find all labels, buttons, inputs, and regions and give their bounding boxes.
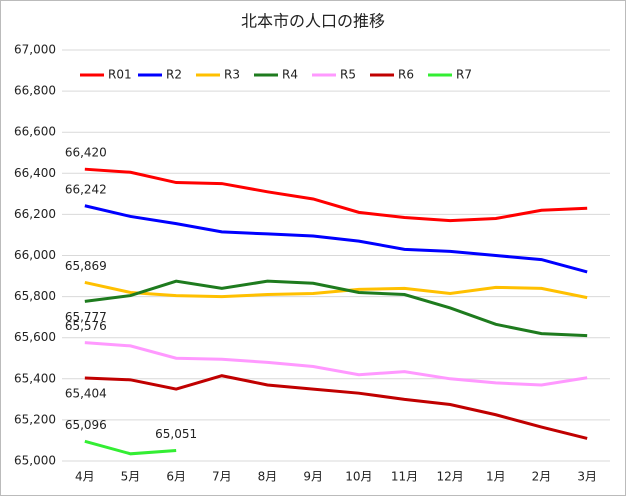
y-tick-label: 66,200	[14, 207, 56, 221]
series-line	[84, 439, 177, 456]
data-label: 65,051	[155, 427, 197, 441]
x-tick-label: 3月	[577, 470, 597, 484]
y-tick-label: 65,200	[14, 412, 56, 426]
x-tick-label: 9月	[303, 470, 323, 484]
legend-label: R01	[108, 68, 132, 82]
data-label: 65,096	[65, 418, 107, 432]
legend-label: R2	[166, 68, 182, 82]
x-tick-label: 8月	[258, 470, 278, 484]
y-tick-label: 66,000	[14, 248, 56, 262]
x-tick-label: 5月	[121, 470, 141, 484]
x-tick-label: 4月	[75, 470, 95, 484]
data-label: 65,576	[65, 319, 107, 333]
series-line	[84, 280, 588, 300]
legend-label: R4	[282, 68, 298, 82]
y-tick-label: 67,000	[14, 43, 56, 57]
x-tick-label: 1月	[486, 470, 506, 484]
data-label: 66,242	[65, 182, 107, 196]
y-tick-label: 65,800	[14, 289, 56, 303]
chart-title: 北本市の人口の推移	[241, 12, 385, 31]
data-label: 65,777	[65, 310, 107, 324]
legend-label: R5	[340, 68, 356, 82]
legend-label: R3	[224, 68, 240, 82]
series-line	[84, 167, 588, 223]
y-tick-label: 65,000	[14, 454, 56, 468]
data-label: 65,404	[65, 386, 107, 400]
y-tick-label: 65,600	[14, 330, 56, 344]
x-tick-label: 11月	[391, 470, 418, 484]
data-label: 66,420	[65, 146, 107, 160]
y-tick-label: 66,400	[14, 166, 56, 180]
series-line	[84, 374, 588, 440]
x-tick-label: 6月	[166, 470, 186, 484]
y-tick-label: 65,400	[14, 371, 56, 385]
data-label: 65,869	[65, 259, 107, 273]
legend-label: R7	[456, 68, 472, 82]
y-tick-label: 66,600	[14, 125, 56, 139]
legend-label: R6	[398, 68, 414, 82]
series-line	[84, 341, 588, 387]
series-line	[84, 279, 588, 338]
x-tick-label: 10月	[345, 470, 372, 484]
series-line	[84, 204, 588, 274]
x-tick-label: 12月	[437, 470, 464, 484]
x-tick-label: 2月	[532, 470, 552, 484]
y-tick-label: 66,800	[14, 84, 56, 98]
x-tick-label: 7月	[212, 470, 232, 484]
